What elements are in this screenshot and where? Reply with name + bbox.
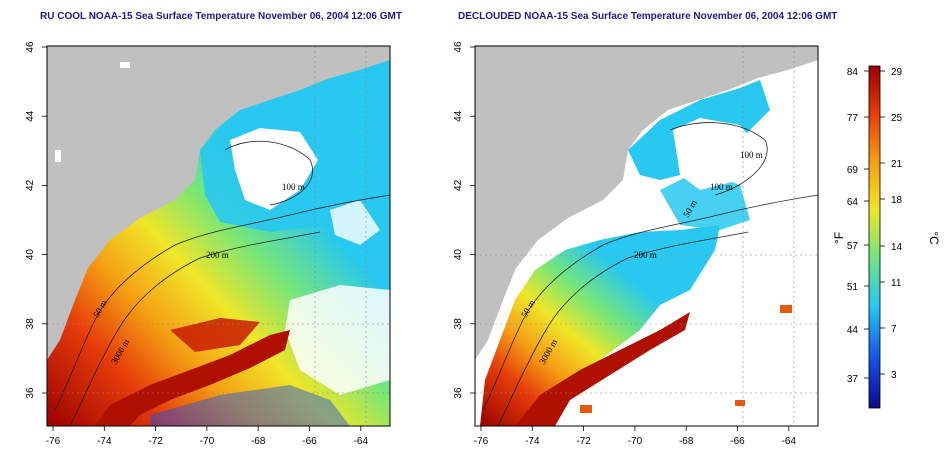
contour-label: 200 m [206, 250, 229, 260]
cloud-patch [285, 285, 390, 395]
lon-tick-label: -68 [251, 436, 266, 447]
celsius-tick-label: 11 [891, 278, 902, 289]
warm-patch [580, 405, 592, 413]
fahrenheit-tick-label: 84 [847, 67, 859, 78]
lon-tick-label: -64 [782, 436, 797, 447]
lat-tick-label: 36 [453, 387, 464, 399]
right-map-panel: 100 m 100 m 50 m 200 m 50 m 3000 m -76 -7… [453, 41, 819, 447]
contour-label: 100 m [710, 182, 733, 192]
lon-tick-label: -74 [97, 436, 112, 447]
cloud-patch [330, 200, 380, 245]
lon-tick-label: -76 [46, 436, 61, 447]
map-frame [474, 45, 819, 427]
isobath-line [482, 194, 818, 411]
lat-tick-label: 46 [25, 41, 36, 53]
isobath-line [54, 194, 390, 411]
lat-tick-label: 42 [25, 179, 36, 191]
warm-patch [780, 305, 792, 313]
cool-water [660, 170, 750, 230]
lat-tick-label: 38 [453, 318, 464, 330]
celsius-tick-label: 29 [891, 67, 903, 78]
lon-tick-label: -68 [679, 436, 694, 447]
lat-tick-label: 44 [453, 110, 464, 122]
warm-patch [735, 400, 745, 406]
fahrenheit-tick-label: 69 [847, 165, 859, 176]
fahrenheit-unit-label: °F [832, 232, 846, 244]
temperature-colorbar: 84 77 69 64 57 51 44 37 29 25 21 18 14 11 7 3 °F °C [832, 65, 941, 409]
lon-tick-label: -66 [302, 436, 317, 447]
lon-tick-label: -72 [576, 436, 591, 447]
isobath-line [497, 231, 749, 426]
celsius-tick-label: 21 [891, 159, 903, 170]
lat-tick-label: 38 [25, 318, 36, 330]
fahrenheit-tick-label: 77 [847, 113, 859, 124]
lon-tick-label: -72 [148, 436, 163, 447]
lat-tick-label: 40 [453, 249, 464, 261]
lake [55, 150, 61, 162]
lon-tick-label: -76 [474, 436, 489, 447]
gulf-stream [95, 330, 290, 426]
grid-lines [475, 46, 818, 426]
lake [120, 62, 130, 68]
celsius-tick-label: 18 [891, 195, 903, 206]
gulf-stream [515, 312, 690, 426]
fahrenheit-tick-label: 37 [847, 374, 859, 385]
cloud-patch [230, 128, 318, 210]
fahrenheit-tick-label: 64 [847, 197, 859, 208]
celsius-tick-label: 3 [891, 370, 897, 381]
left-map-title: RU COOL NOAA-15 Sea Surface Temperature … [40, 11, 402, 22]
warm-eddy [170, 318, 260, 352]
fahrenheit-tick-label: 57 [847, 241, 859, 252]
celsius-tick-label: 25 [891, 113, 903, 124]
lat-tick-label: 36 [25, 387, 36, 399]
celsius-tick-label: 7 [891, 324, 897, 335]
map-frame [46, 45, 391, 427]
left-axis-ticks: -76 -74 -72 -70 -68 -66 -64 36 38 40 42 44 46 [25, 41, 368, 447]
colorbar-gradient [868, 65, 881, 409]
right-map-title: DECLOUDED NOAA-15 Sea Surface Temperatur… [458, 11, 838, 22]
lat-tick-label: 40 [25, 249, 36, 261]
lat-tick-label: 44 [25, 110, 36, 122]
lat-tick-label: 46 [453, 41, 464, 53]
celsius-tick-label: 14 [891, 242, 903, 253]
colorbar-ticks: 84 77 69 64 57 51 44 37 29 25 21 18 14 11 7 3 [847, 67, 903, 385]
lon-tick-label: -70 [628, 436, 643, 447]
isobath-line [224, 140, 313, 206]
left-map-panel: 100 m 200 m 50 m 3000 m -76 -74 -72 -70 -68-… [25, 41, 391, 447]
lon-tick-label: -64 [354, 436, 369, 447]
grid-lines [47, 46, 390, 426]
lon-tick-label: -66 [730, 436, 745, 447]
isobath-line [669, 122, 768, 196]
isobath-line [69, 231, 321, 426]
sst-field [480, 225, 720, 426]
contour-label: 200 m [634, 250, 657, 260]
cool-speckle [150, 385, 350, 426]
fahrenheit-tick-label: 44 [847, 325, 859, 336]
contour-label: 100 m [740, 150, 763, 160]
lat-tick-label: 42 [453, 179, 464, 191]
fahrenheit-tick-label: 51 [847, 282, 859, 293]
lon-tick-label: -70 [200, 436, 215, 447]
cloud-patch [673, 118, 760, 190]
celsius-unit-label: °C [927, 231, 941, 245]
right-axis-ticks: -76 -74 -72 -70 -68 -66 -64 36 38 40 42 44 46 [453, 41, 796, 447]
contour-label: 100 m [282, 182, 305, 192]
lon-tick-label: -74 [525, 436, 540, 447]
